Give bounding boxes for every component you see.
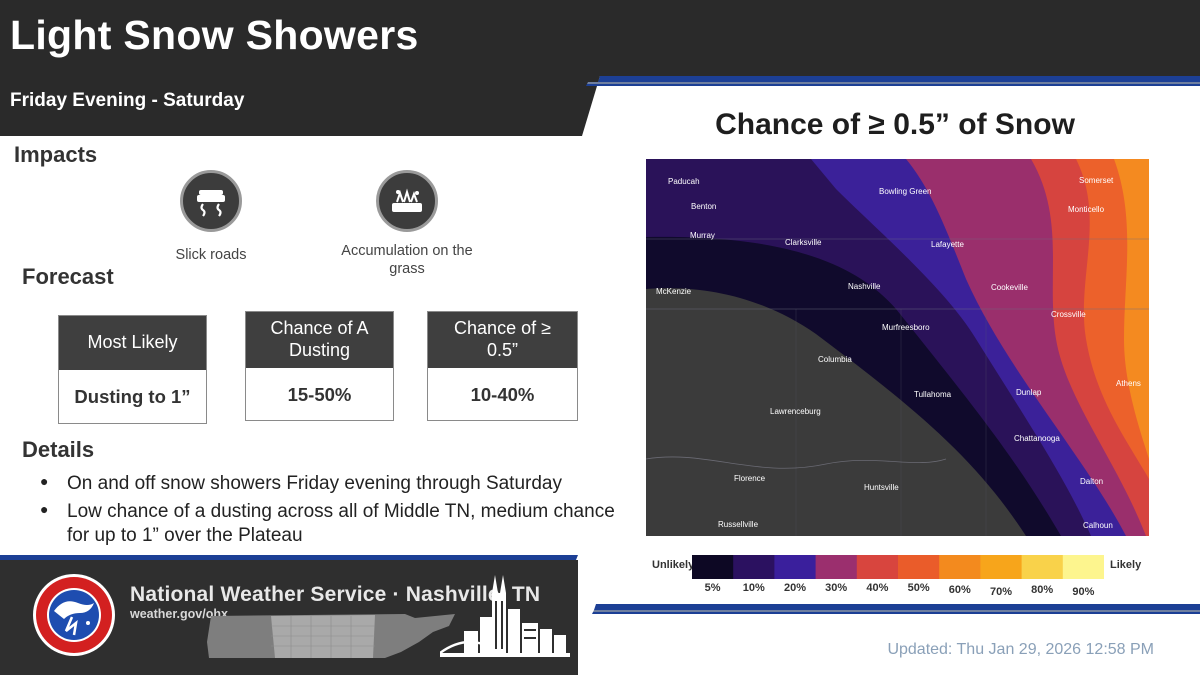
legend-swatch	[815, 555, 858, 579]
forecast-box-header: Chance of A Dusting	[246, 312, 393, 368]
city-label: Tullahoma	[914, 390, 952, 399]
footer-stripes	[592, 604, 1200, 614]
city-label: Cookeville	[991, 283, 1028, 292]
legend-low-label: Unlikely	[652, 559, 695, 571]
footer-top-stripe	[0, 555, 578, 560]
city-label: Dalton	[1080, 477, 1103, 486]
city-label: Athens	[1116, 379, 1141, 388]
forecast-box-dusting: Chance of A Dusting 15-50%	[245, 311, 394, 421]
city-label: Clarksville	[785, 238, 822, 247]
legend-swatch	[1062, 555, 1104, 579]
city-label: Crossville	[1051, 310, 1086, 319]
legend-tick-label: 70%	[989, 586, 1013, 598]
city-label: Huntsville	[864, 483, 899, 492]
tennessee-map-icon	[207, 614, 455, 658]
page-title: Light Snow Showers	[10, 12, 419, 58]
forecast-box-most-likely: Most Likely Dusting to 1”	[58, 315, 207, 424]
updated-timestamp: Updated: Thu Jan 29, 2026 12:58 PM	[887, 641, 1154, 658]
legend-swatch	[980, 555, 1023, 579]
legend-swatch	[733, 555, 775, 579]
city-label: Columbia	[818, 355, 852, 364]
city-label: Bowling Green	[879, 187, 931, 196]
city-label: Benton	[691, 202, 716, 211]
grass-accumulation-icon	[376, 170, 438, 232]
impacts-heading: Impacts	[14, 142, 98, 167]
impact-label: Accumulation on the grass	[341, 243, 473, 278]
city-label: Lafayette	[931, 240, 964, 249]
legend-tick-label: 20%	[783, 582, 807, 594]
city-label: Murfreesboro	[882, 323, 930, 332]
city-label: Chattanooga	[1014, 434, 1060, 443]
header-stripes	[586, 76, 1200, 86]
city-label: Florence	[734, 474, 766, 483]
slick-roads-icon	[180, 170, 242, 232]
city-label: Monticello	[1068, 205, 1105, 214]
page-subtitle: Friday Evening - Saturday	[10, 90, 245, 111]
nws-logo	[33, 574, 115, 656]
details-bullet: On and off snow showers Friday evening t…	[40, 472, 640, 496]
forecast-box-value: Dusting to 1”	[74, 386, 191, 408]
city-label: McKenzie	[656, 287, 692, 296]
office-url[interactable]: weather.gov/ohx	[130, 607, 228, 621]
city-label: Murray	[690, 231, 715, 240]
nashville-skyline-icon	[440, 575, 570, 657]
legend-tick-label: 10%	[742, 582, 765, 594]
city-label: Nashville	[848, 282, 881, 291]
city-label: Dunlap	[1016, 388, 1042, 397]
forecast-box-header: Chance of ≥ 0.5”	[428, 312, 577, 368]
legend-tick-label: 40%	[866, 582, 889, 594]
legend-tick-label: 60%	[948, 584, 971, 596]
legend-swatch	[774, 555, 817, 579]
city-label: Somerset	[1079, 176, 1114, 185]
legend-tick-label: 80%	[1031, 584, 1054, 596]
legend-tick-label: 30%	[825, 582, 848, 594]
impact-grass-accumulation: Accumulation on the grass	[337, 170, 477, 278]
title-bar: Light Snow Showers	[0, 0, 1200, 76]
legend-tick-label: 50%	[907, 582, 930, 594]
details-list: On and off snow showers Friday evening t…	[40, 472, 640, 551]
snow-probability-map: Paducah Benton Murray Clarksville Bowlin…	[646, 159, 1149, 536]
office-name: National Weather Service · Nashville, TN	[130, 583, 541, 606]
details-bullet: Low chance of a dusting across all of Mi…	[40, 500, 640, 548]
forecast-box-half-inch: Chance of ≥ 0.5” 10-40%	[427, 311, 578, 421]
legend-swatch	[1021, 555, 1064, 579]
forecast-box-header: Most Likely	[59, 316, 206, 370]
forecast-box-value: 15-50%	[287, 383, 352, 405]
forecast-heading: Forecast	[22, 264, 114, 289]
city-label: Calhoun	[1083, 521, 1113, 530]
forecast-box-value: 10-40%	[470, 383, 535, 405]
city-label: Paducah	[668, 177, 700, 186]
legend-swatch	[856, 555, 899, 579]
legend-tick-label: 5%	[704, 582, 721, 594]
details-heading: Details	[22, 437, 95, 462]
subtitle-banner	[0, 76, 600, 136]
legend-swatch	[939, 555, 981, 579]
city-label: Russellville	[718, 520, 759, 529]
legend-tick-label: 90%	[1072, 586, 1095, 598]
impact-label: Slick roads	[175, 247, 247, 263]
legend-swatch	[692, 555, 734, 579]
legend-color-bar	[692, 555, 1104, 579]
city-label: Lawrenceburg	[770, 407, 821, 416]
impact-slick-roads: Slick roads	[141, 170, 281, 264]
legend-swatch	[898, 555, 940, 579]
legend-high-label: Likely	[1110, 559, 1142, 571]
map-title: Chance of ≥ 0.5” of Snow	[715, 108, 1075, 141]
